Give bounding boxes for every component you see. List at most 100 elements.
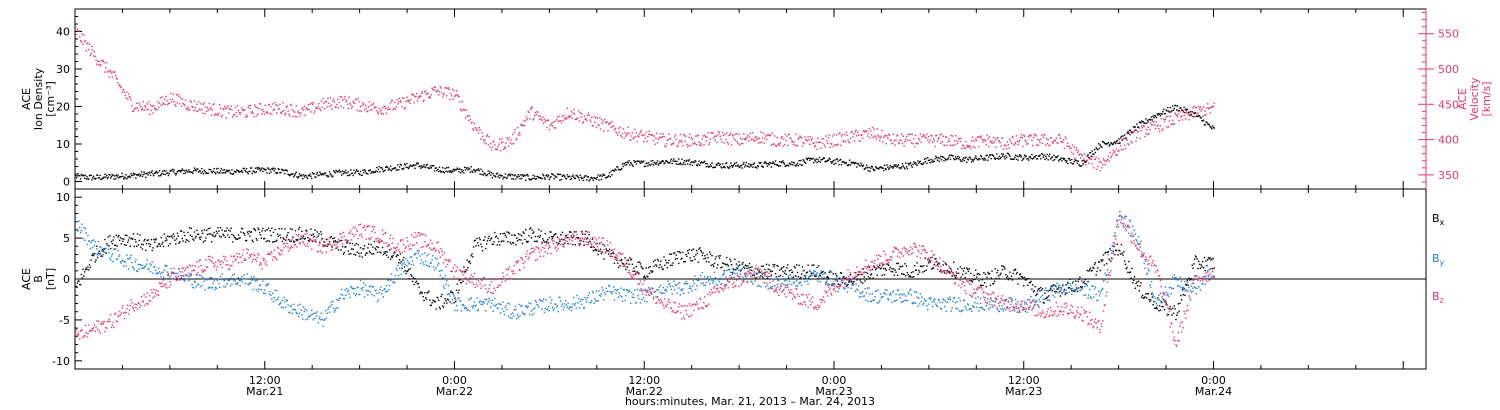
density-point [1211, 128, 1213, 130]
velocity-point [121, 91, 123, 94]
bx-point [77, 280, 79, 282]
bx-point [1016, 271, 1018, 274]
density-point [328, 175, 330, 177]
velocity-point [862, 130, 865, 132]
bx-point [342, 253, 345, 255]
density-point [682, 162, 685, 164]
by-point [258, 288, 260, 290]
bx-point [1001, 265, 1003, 267]
velocity-point [248, 104, 250, 107]
density-point [1047, 159, 1049, 161]
bx-point [711, 254, 713, 257]
bx-point [1148, 298, 1150, 301]
density-point [915, 163, 918, 165]
density-point [354, 172, 356, 174]
bx-point [186, 239, 188, 241]
bx-point [330, 235, 332, 238]
bx-point [922, 265, 925, 267]
velocity-point [1045, 144, 1047, 146]
density-point [1139, 121, 1141, 123]
velocity-point [618, 131, 621, 133]
density-point [909, 162, 912, 164]
bx-point [402, 259, 404, 261]
bx-point [1193, 258, 1196, 260]
bx-point [208, 233, 210, 235]
bx-point [420, 291, 422, 293]
velocity-point [316, 107, 319, 110]
bx-point [584, 233, 586, 236]
density-point [908, 163, 910, 166]
velocity-point [910, 142, 913, 144]
bx-point [628, 263, 630, 265]
b-ytick-label: -5 [59, 314, 70, 327]
bx-point [188, 240, 190, 243]
by-point [419, 255, 421, 257]
bx-point [795, 275, 797, 277]
bx-point [455, 300, 457, 303]
density-point [1208, 124, 1211, 126]
density-point [334, 172, 336, 174]
density-point [790, 163, 792, 166]
velocity-point [525, 116, 528, 118]
by-point [319, 316, 321, 318]
velocity-point [283, 109, 285, 112]
density-point [965, 156, 967, 158]
bx-point [234, 237, 236, 239]
velocity-point [523, 120, 525, 122]
velocity-point [687, 145, 690, 147]
bx-point [972, 278, 975, 281]
velocity-point [148, 101, 150, 103]
top-panel-points [75, 26, 1215, 182]
velocity-point [354, 102, 356, 104]
density-point [1155, 116, 1158, 119]
bx-point [577, 237, 580, 239]
density-point [652, 164, 655, 166]
velocity-point [114, 74, 117, 77]
velocity-point [345, 99, 348, 102]
density-point [637, 160, 639, 163]
density-point [1076, 162, 1079, 165]
velocity-point [615, 131, 617, 134]
velocity-point [585, 118, 587, 120]
bx-point [224, 236, 227, 238]
by-point [204, 289, 206, 291]
velocity-point [127, 93, 130, 95]
bx-point [1071, 282, 1074, 284]
density-point [844, 162, 846, 165]
velocity-point [269, 112, 271, 115]
velocity-point [481, 132, 483, 134]
bx-point [496, 244, 498, 246]
by-point [438, 270, 441, 273]
density-point [465, 167, 468, 169]
velocity-point [644, 137, 647, 139]
bx-point [1010, 275, 1013, 277]
by-point [108, 251, 110, 254]
density-point [1205, 121, 1207, 123]
bx-point [1133, 276, 1136, 278]
bx-point [822, 278, 825, 280]
bx-point [863, 276, 865, 278]
by-point [100, 246, 102, 249]
by-point [487, 301, 489, 303]
density-point [642, 161, 644, 163]
velocity-point [366, 110, 368, 113]
velocity-point [1180, 115, 1183, 117]
velocity-point [917, 143, 919, 145]
density-point [496, 172, 498, 174]
velocity-point [485, 135, 488, 137]
velocity-point [409, 102, 411, 105]
by-point [121, 259, 123, 262]
velocity-point [543, 118, 546, 120]
bx-point [419, 292, 421, 295]
velocity-point [625, 135, 627, 137]
density-point [183, 172, 185, 175]
density-point [159, 175, 162, 177]
bx-point [1089, 267, 1092, 269]
bx-point [261, 230, 263, 232]
velocity-point [709, 138, 712, 140]
density-point [193, 167, 196, 169]
bx-point [724, 263, 726, 265]
velocity-point [696, 135, 699, 137]
bx-point [561, 231, 564, 234]
bx-point [222, 233, 224, 236]
